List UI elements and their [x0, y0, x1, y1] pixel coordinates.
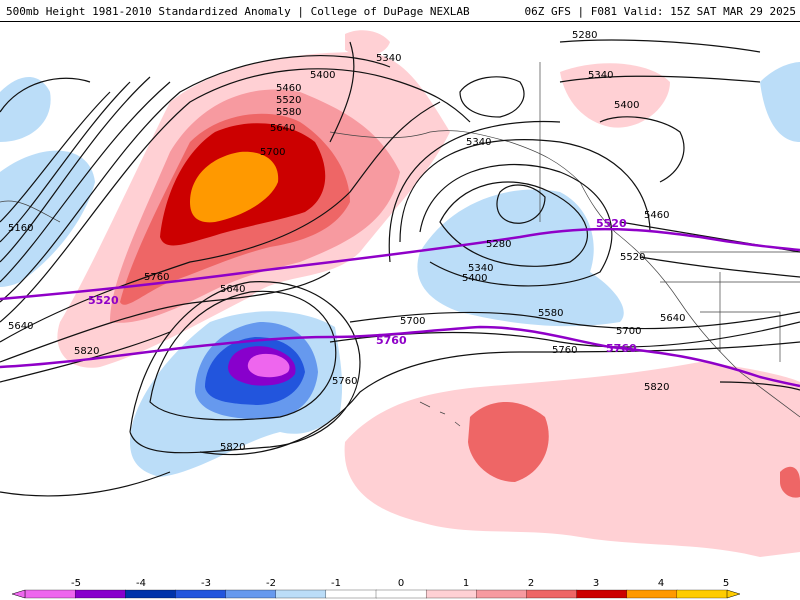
positive-anomaly-region: [780, 466, 800, 498]
chart-header: 500mb Height 1981-2010 Standardized Anom…: [0, 0, 800, 22]
highlight-contour-label: 5760: [606, 342, 637, 355]
colorbar-tick-label: 4: [658, 578, 664, 589]
negative-anomaly-region: [247, 353, 290, 378]
contour-label: 5400: [310, 70, 335, 81]
contour-label: 5580: [538, 308, 563, 319]
colorbar-swatch: [676, 589, 728, 599]
contour-label: 5760: [552, 345, 577, 356]
contour-label: 5820: [220, 442, 245, 453]
highlight-contours: [0, 227, 800, 388]
colorbar-swatch: [325, 589, 377, 599]
contour-label: 5340: [588, 70, 613, 81]
colorbar-min-arrow: [11, 589, 26, 599]
colorbar-tick-label: 1: [463, 578, 469, 589]
contour-label: 5460: [644, 210, 669, 221]
colorbar-tick-label: 5: [723, 578, 729, 589]
colorbar-tick-label: 2: [528, 578, 534, 589]
contour-5520-line: [0, 227, 800, 301]
colorbar-tick-label: -5: [71, 578, 81, 589]
colorbar-tick-label: 3: [593, 578, 599, 589]
colorbar-swatch: [526, 589, 578, 599]
contour-label: 5160: [8, 223, 33, 234]
contour-label: 5400: [614, 100, 639, 111]
contour-label: 5340: [376, 53, 401, 64]
model-run-info: 06Z GFS | F081 Valid: 15Z SAT MAR 29 202…: [524, 5, 796, 18]
contour-label: 5700: [616, 326, 641, 337]
contour-label: 5280: [486, 239, 511, 250]
contour-label: 5640: [660, 313, 685, 324]
anomaly-colorbar: -5 -4 -3 -2 -1 0 1 2 3 4 5: [0, 575, 800, 600]
colorbar-swatch: [275, 589, 327, 599]
map-title: 500mb Height 1981-2010 Standardized Anom…: [6, 5, 470, 18]
contour-label: 5640: [220, 284, 245, 295]
colorbar-swatch: [225, 589, 277, 599]
colorbar-tick-label: -4: [136, 578, 146, 589]
positive-anomaly-region: [190, 151, 279, 223]
negative-anomaly-region: [0, 150, 95, 287]
height-contours: [0, 39, 800, 497]
contour-label: 5280: [572, 30, 597, 41]
positive-anomaly-region: [344, 362, 800, 557]
contour-labels: 5280 5340 5400 5340 5400 5460 5520 5580 …: [8, 30, 685, 453]
colorbar-swatch: [74, 589, 126, 599]
highlight-contour-label: 5760: [376, 334, 407, 347]
colorbar-tick-label: -1: [331, 578, 341, 589]
highlight-contour-label: 5520: [596, 217, 627, 230]
anomaly-map: 5280 5340 5400 5340 5400 5460 5520 5580 …: [0, 22, 800, 575]
colorbar-tick-label: -3: [201, 578, 211, 589]
contour-label: 5820: [644, 382, 669, 393]
colorbar-swatch: [425, 589, 477, 599]
contour-label: 5700: [400, 316, 425, 327]
colorbar-swatch: [24, 589, 76, 599]
colorbar-tick-labels: -5 -4 -3 -2 -1 0 1 2 3 4 5: [71, 578, 729, 589]
positive-anomaly-region: [560, 63, 670, 128]
positive-anomaly-region: [345, 30, 390, 56]
contour-label: 5340: [466, 137, 491, 148]
negative-anomaly-region: [417, 189, 624, 327]
contour-label: 5520: [276, 95, 301, 106]
negative-anomaly-region: [0, 77, 51, 142]
contour-label: 5340: [468, 263, 493, 274]
contour-label: 5760: [332, 376, 357, 387]
colorbar-tick-label: 0: [398, 578, 404, 589]
colorbar-swatch: [375, 589, 427, 599]
contour-label: 5760: [144, 272, 169, 283]
contour-label: 5820: [74, 346, 99, 357]
colorbar-swatch: [175, 589, 227, 599]
contour-label: 5520: [620, 252, 645, 263]
contour-label: 5580: [276, 107, 301, 118]
colorbar-swatch: [476, 589, 528, 599]
negative-anomaly-region: [760, 62, 800, 142]
contour-label: 5400: [462, 273, 487, 284]
colorbar-swatch: [626, 589, 678, 599]
contour-5760-line: [0, 325, 800, 388]
colorbar-swatch: [576, 589, 628, 599]
contour-label: 5700: [260, 147, 285, 158]
contour-label: 5640: [8, 321, 33, 332]
anomaly-shading: [0, 30, 800, 557]
positive-anomaly-region: [468, 402, 549, 482]
highlight-contour-label: 5520: [88, 294, 119, 307]
colorbar-swatch: [125, 589, 177, 599]
colorbar-tick-label: -2: [266, 578, 276, 589]
colorbar-swatches: [24, 589, 728, 599]
contour-label: 5460: [276, 83, 301, 94]
contour-label: 5640: [270, 123, 295, 134]
colorbar-max-arrow: [726, 589, 741, 599]
